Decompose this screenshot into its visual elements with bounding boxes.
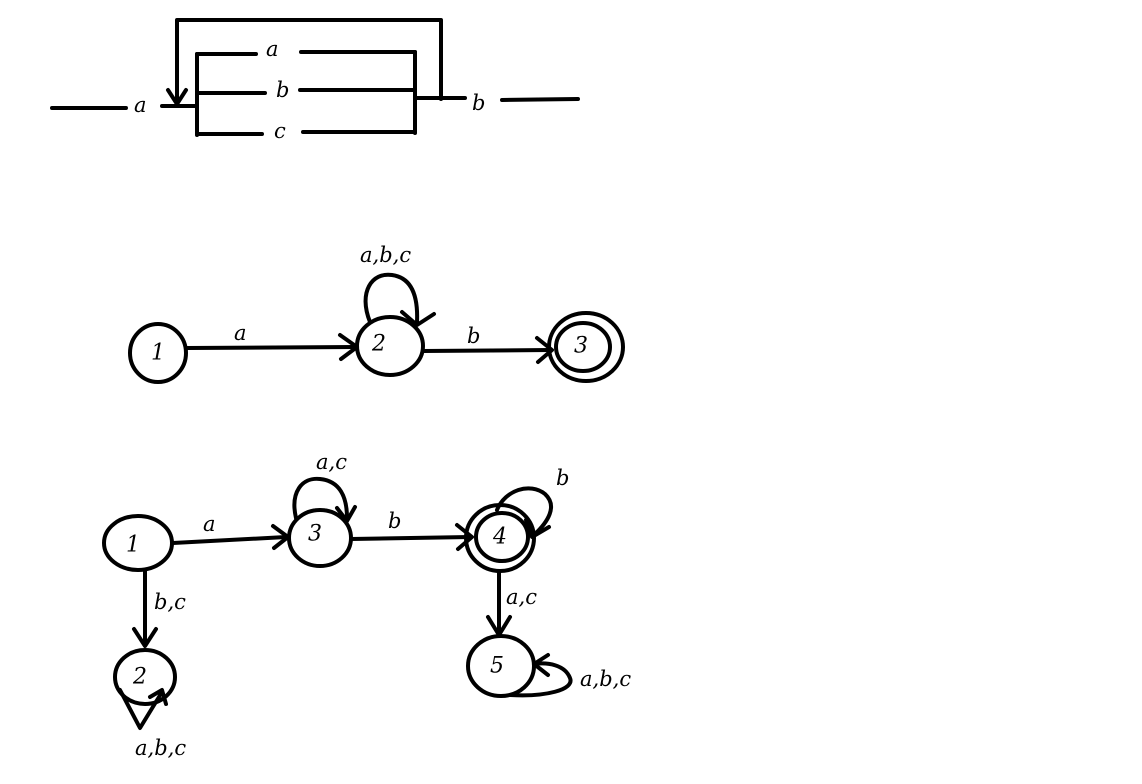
- dfa-loop-3-arrowhead: [335, 505, 357, 523]
- dfa-edge-1-2-arrowhead: [132, 627, 158, 648]
- dfa-edge-4-5-label: a,c: [506, 585, 537, 609]
- nfa-edge-1-2: [185, 345, 357, 350]
- nfa-state-3-inner: [554, 321, 612, 373]
- dfa-loop-4: [495, 486, 553, 537]
- dfa-loop-5-label: a,b,c: [580, 667, 631, 691]
- nfa-diagram: 1 a 2 a,b,c b 3: [128, 243, 625, 384]
- syntax-loop-arrowhead: [166, 88, 188, 106]
- dfa-loop-5-arrowhead: [532, 653, 550, 677]
- dfa-loop-2-label: a,b,c: [135, 736, 186, 760]
- dfa-state-4-label: 4: [492, 525, 507, 550]
- syntax-entry-label: a: [134, 93, 147, 117]
- dfa-edge-3-4-label: b: [388, 509, 401, 533]
- dfa-diagram: 1 a b,c 2 a,b,c 3 a,c b 4 b: [102, 450, 631, 760]
- dfa-loop-4-arrowhead: [524, 518, 551, 539]
- dfa-loop-4-label: b: [556, 466, 569, 490]
- nfa-edge-2-3-arrowhead: [535, 336, 554, 364]
- syntax-branch-b-label: b: [276, 78, 289, 102]
- dfa-state-3-label: 3: [308, 522, 322, 547]
- dfa-state-2: [113, 648, 177, 706]
- dfa-state-5-label: 5: [490, 654, 504, 679]
- nfa-state-3-label: 3: [574, 334, 588, 359]
- nfa-loop-2-label: a,b,c: [360, 243, 411, 267]
- nfa-state-2-label: 2: [371, 332, 386, 357]
- nfa-state-1-label: 1: [151, 341, 165, 366]
- nfa-state-3-outer: [547, 311, 625, 383]
- syntax-exit-line: [500, 97, 580, 102]
- dfa-edge-1-3-label: a: [203, 512, 216, 536]
- dfa-loop-2-arrowhead: [148, 688, 168, 706]
- dfa-state-2-label: 2: [132, 665, 147, 690]
- syntax-branch-c-label: c: [274, 119, 286, 143]
- nfa-loop-2-arrowhead: [400, 310, 436, 327]
- dfa-loop-5: [508, 661, 573, 698]
- dfa-edge-3-4-arrowhead: [455, 523, 474, 551]
- syntax-diagram: a a b c b: [50, 18, 580, 143]
- dfa-loop-3: [292, 476, 349, 520]
- nfa-edge-2-3: [421, 348, 552, 353]
- nfa-state-1: [128, 322, 188, 384]
- dfa-edge-1-3: [171, 535, 288, 545]
- dfa-state-4-inner: [474, 511, 530, 563]
- dfa-edge-1-2-label: b,c: [154, 590, 186, 614]
- nfa-edge-1-2-label: a: [234, 321, 247, 345]
- nfa-edge-2-3-label: b: [467, 324, 480, 348]
- dfa-state-1-label: 1: [126, 533, 140, 558]
- dfa-edge-3-4: [349, 535, 472, 541]
- syntax-branch-a-label: a: [266, 37, 279, 61]
- syntax-exit-label: b: [472, 91, 485, 115]
- nfa-state-2: [355, 315, 425, 377]
- dfa-loop-3-label: a,c: [316, 450, 347, 474]
- nfa-loop-2: [363, 272, 420, 324]
- syntax-loop-back: [175, 18, 443, 104]
- dfa-loop-2: [118, 688, 164, 730]
